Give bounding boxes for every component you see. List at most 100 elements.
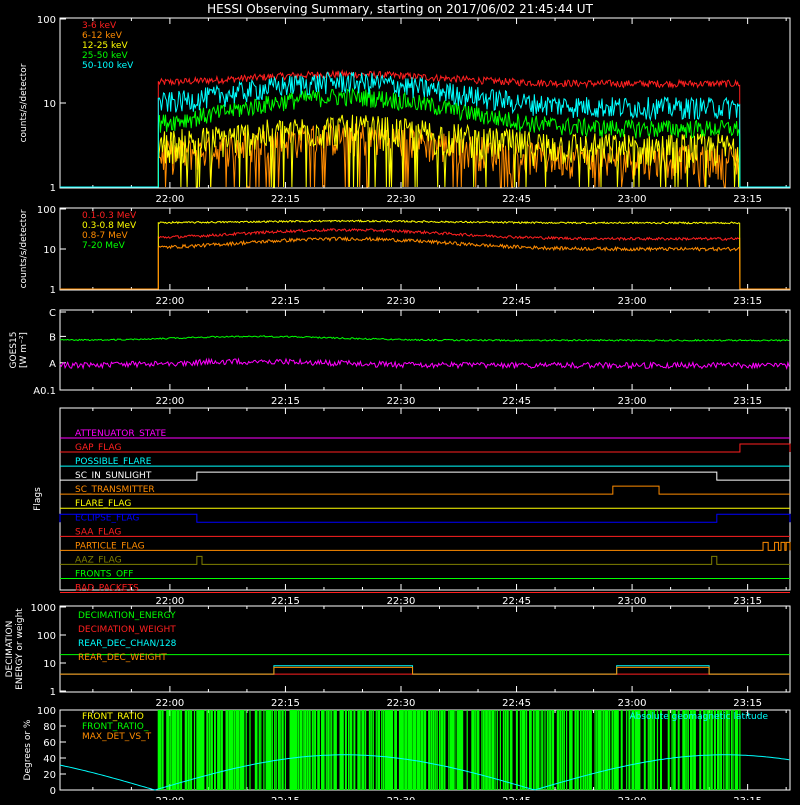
legend-entry: DECIMATION_ENERGY [78,611,176,621]
series-line-25-50-keV [60,87,790,188]
time-tick-label: 22:45 [502,396,531,407]
flag-line-sc-in-sunlight [60,471,790,481]
y-tick-label: 100 [37,631,56,642]
y-tick-label: 20 [43,770,56,781]
time-tick-label: 23:00 [618,796,647,800]
y-tick-label: 100 [37,205,56,216]
time-tick-label: 22:30 [387,194,416,205]
legend-entry: 0.1-0.3 MeV [82,211,137,221]
flag-label: ATTENUATOR_STATE [75,429,167,439]
y-axis-label: counts/s/detector [19,209,29,288]
time-tick-label: 22:45 [502,698,531,709]
y-axis-label: Degrees or % [23,719,33,780]
legend-entry: MAX_DET_VS_T [82,732,152,742]
legend-entry: 25-50 keV [82,51,128,61]
chart-title: HESSI Observing Summary, starting on 201… [207,2,593,16]
time-tick-label: 23:15 [733,698,762,709]
time-tick-label: 23:00 [618,296,647,307]
goes-line-1 [59,335,790,342]
time-tick-label: 22:00 [155,194,184,205]
legend-entry: 6-12 keV [82,31,123,41]
legend-entry: 3-6 keV [82,21,117,31]
time-tick-label: 22:30 [387,296,416,307]
panel-frame-3 [59,309,791,391]
legend-entry: REAR_DEC_CHAN/128 [78,639,177,649]
y-tick-label: 80 [43,722,56,733]
series-line-3-6-keV [60,69,790,188]
panel-frame-5 [59,605,791,693]
flag-line-sc-transmitter [60,485,790,495]
panel-frame-4 [59,407,791,591]
y-axis-label-2: ENERGY or weight [15,608,25,690]
y-tick-label: 1000 [31,603,56,614]
y-tick-label: 100 [37,15,56,26]
legend-entry: 12-25 keV [82,41,128,51]
time-tick-label: 23:15 [733,396,762,407]
y-tick-label: B [49,332,56,343]
series-line-50-100-keV [60,71,790,188]
annotation-geomagnetic: Absolute geomagnetic latitude [629,712,768,722]
time-tick-label: 22:45 [502,796,531,800]
flag-line-gap-flag [60,443,791,453]
time-tick-label: 23:15 [733,296,762,307]
time-tick-label: 23:15 [733,194,762,205]
time-tick-label: 23:15 [733,596,762,607]
decimation-line-4 [60,666,790,675]
time-tick-label: 22:00 [155,698,184,709]
front-ratio-bars [157,710,741,790]
y-tick-label: 1 [50,183,56,194]
flag-label: AAZ_FLAG [75,555,122,565]
flag-label: SC_IN_SUNLIGHT [75,471,152,481]
y-axis-label: DECIMATION [5,621,15,678]
y-tick-label: 1 [50,687,56,698]
time-tick-label: 22:00 [155,296,184,307]
flag-label: POSSIBLE_FLARE [75,457,152,467]
y-axis-label: counts/s/detector [19,63,29,142]
y-axis-label-units: [W m⁻²] [19,332,29,368]
y-axis-label: GOES15 [9,332,19,369]
flag-label: FRONTS_OFF [75,569,133,579]
flag-label: FLARE_FLAG [75,499,131,509]
time-tick-label: 22:00 [155,596,184,607]
time-tick-label: 22:15 [271,396,300,407]
y-tick-label: 1 [50,285,56,296]
y-tick-label: A0.1 [33,386,56,397]
series-line-0-8-7-MeV [60,235,790,290]
time-tick-label: 23:00 [618,596,647,607]
flag-label: BAD_PACKETS [75,584,139,594]
y-tick-label: 60 [43,738,56,749]
time-tick-label: 22:45 [502,194,531,205]
geomagnetic-latitude-line [59,754,790,791]
time-tick-label: 22:15 [271,596,300,607]
time-tick-label: 23:15 [733,796,762,800]
time-tick-label: 23:00 [618,396,647,407]
y-tick-label: 0 [50,786,56,797]
legend-entry: 50-100 keV [82,61,134,71]
y-tick-label: 100 [37,706,56,717]
y-tick-label: A [49,359,56,370]
legend-entry: FRONT_RATIO_ [82,722,149,732]
time-tick-label: 22:00 [155,796,184,800]
time-tick-label: 22:30 [387,396,416,407]
time-tick-label: 22:45 [502,296,531,307]
legend-entry: 0.3-0.8 MeV [82,221,137,231]
y-tick-label: 10 [43,99,56,110]
time-tick-label: 22:30 [387,796,416,800]
flag-label: SC_TRANSMITTER [75,485,155,495]
series-line-12-25-keV [60,114,790,188]
time-tick-label: 22:30 [387,596,416,607]
y-tick-label: 40 [43,754,56,765]
time-tick-label: 23:00 [618,698,647,709]
y-tick-label: 10 [43,245,56,256]
y-tick-label: C [49,308,56,319]
flag-label: ECLIPSE_FLAG [75,513,139,523]
time-tick-label: 23:00 [618,194,647,205]
flag-line-aaz-flag [60,555,790,565]
legend-entry: REAR_DEC_WEIGHT [78,653,167,663]
time-tick-label: 22:15 [271,296,300,307]
legend-entry: FRONT_RATIO [82,712,144,722]
series-line-0-1-0-3-MeV [60,227,790,290]
time-tick-label: 22:30 [387,698,416,709]
